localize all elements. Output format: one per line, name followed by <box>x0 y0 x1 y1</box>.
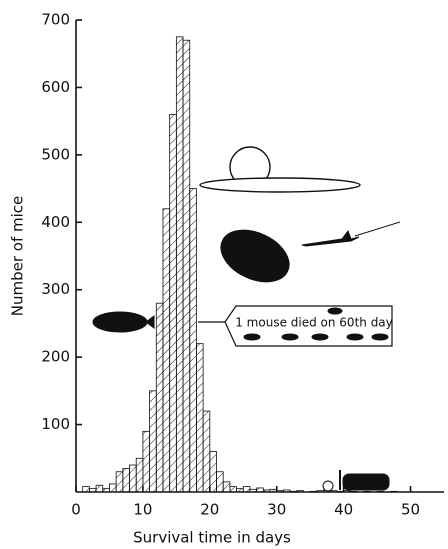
bar <box>129 464 137 493</box>
y-tick-label: 300 <box>41 280 70 298</box>
bar <box>175 36 184 493</box>
x-tick-label: 10 <box>133 501 152 519</box>
bar <box>202 410 211 493</box>
bar <box>196 343 204 493</box>
bar <box>182 39 191 493</box>
y-tick-label: 700 <box>41 11 70 29</box>
bar <box>229 486 237 493</box>
x-tick-label: 0 <box>71 501 81 519</box>
bar <box>135 457 144 493</box>
bar <box>169 114 177 493</box>
bar <box>142 430 150 493</box>
bar <box>162 208 171 493</box>
x-tick-label: 20 <box>200 501 219 519</box>
y-tick-label: 400 <box>41 213 70 231</box>
x-tick-label: 50 <box>401 501 420 519</box>
y-tick-label: 200 <box>41 348 70 366</box>
bar <box>115 471 124 493</box>
bar <box>216 471 224 493</box>
bar <box>209 451 217 493</box>
illustrations <box>92 146 401 492</box>
bar <box>82 486 90 493</box>
bar <box>189 188 197 493</box>
bar <box>242 486 251 493</box>
annotation: 1 mouse died on 60th day <box>235 316 393 330</box>
x-tick-label: 30 <box>267 501 286 519</box>
x-tick-label: 40 <box>334 501 353 519</box>
x-axis-label: Survival time in days <box>133 529 291 547</box>
bar <box>95 484 104 493</box>
bar <box>155 302 164 493</box>
y-axis-label: Number of mice <box>9 196 27 317</box>
bar <box>109 483 117 493</box>
bar <box>122 467 130 493</box>
y-tick-label: 500 <box>41 145 70 163</box>
bar <box>222 481 231 493</box>
y-tick-label: 600 <box>41 78 70 96</box>
plot-area: 100 200 300 400 500 600 700 0 10 20 30 40 50 <box>41 11 444 519</box>
y-tick-label: 100 <box>41 415 70 433</box>
bar <box>149 390 157 493</box>
